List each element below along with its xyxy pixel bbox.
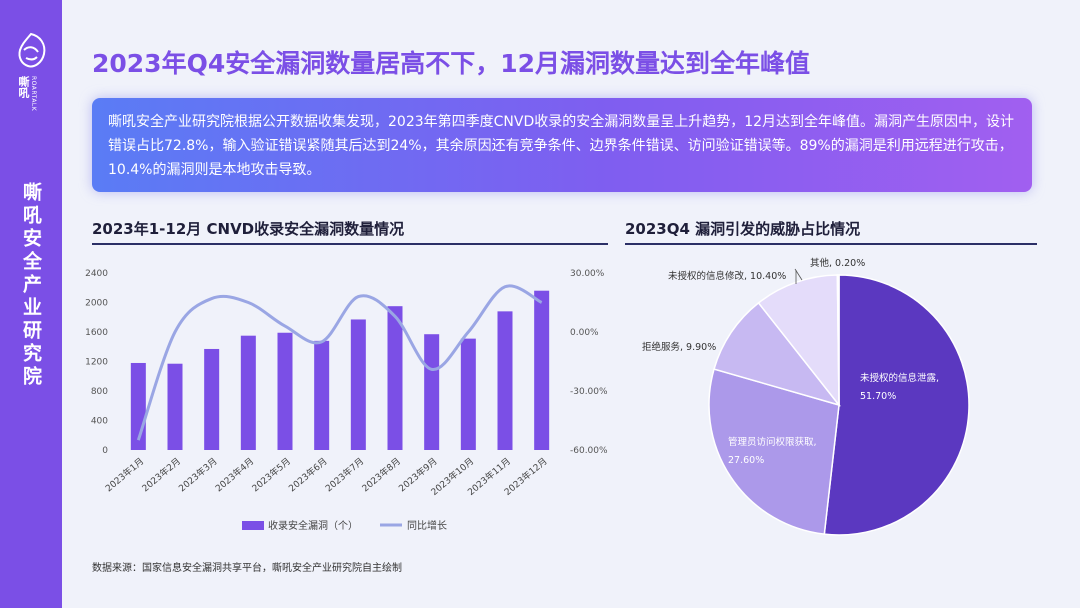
pie-slice-value: 27.60% <box>728 455 764 466</box>
bar <box>240 335 256 450</box>
pie-slice-value: 51.70% <box>860 391 896 402</box>
legend-bar-label: 收录安全漏洞（个） <box>268 519 358 532</box>
bar <box>424 334 440 450</box>
x-tick-label: 2023年5月 <box>249 455 292 494</box>
data-source-note: 数据来源：国家信息安全漏洞共享平台，嘶吼安全产业研究院自主绘制 <box>92 563 402 574</box>
y-tick-label: 2000 <box>85 299 108 309</box>
pie-slice <box>713 301 842 407</box>
lion-logo-icon <box>18 32 46 68</box>
x-tick-label: 2023年2月 <box>139 455 182 494</box>
pie-chart-title: 2023Q4 漏洞引发的威胁占比情况 <box>625 220 861 238</box>
y2-tick-label: 30.00% <box>570 269 605 279</box>
pie-slice-label: 管理员访问权限获取, <box>728 436 817 448</box>
logo-chinese-text: 嘶吼 <box>17 76 30 98</box>
legend-bar-swatch <box>242 521 264 530</box>
pie-slice-label: 其他, 0.20% <box>810 257 865 269</box>
summary-box: 嘶吼安全产业研究院根据公开数据收集发现，2023年第四季度CNVD收录的安全漏洞… <box>92 98 1032 192</box>
pie-chart: 未授权的信息泄露, 51.70% 管理员访问权限获取, 27.60% 拒绝服务, 9.9… <box>642 257 970 536</box>
y-tick-label: 0 <box>102 446 108 456</box>
bar <box>497 311 513 450</box>
bar <box>167 363 183 450</box>
y-tick-label: 800 <box>91 387 108 397</box>
pie-slice-label: 未授权的信息泄露, <box>860 372 939 384</box>
pie-slice-label: 拒绝服务, 9.90% <box>642 341 716 353</box>
pie-slice <box>836 274 840 406</box>
y-tick-label: 2400 <box>85 269 108 279</box>
bar <box>350 319 366 450</box>
logo-english-text: ROARTALK <box>30 76 37 112</box>
y2-tick-label: -30.00% <box>570 387 608 397</box>
y2-tick-label: -60.00% <box>570 446 608 456</box>
bar-chart-title: 2023年1-12月 CNVD收录安全漏洞数量情况 <box>92 220 405 238</box>
x-tick-label: 2023年8月 <box>359 455 402 494</box>
x-tick-label: 2023年3月 <box>176 455 219 494</box>
bar <box>314 340 330 450</box>
pie-slice <box>823 274 970 536</box>
y-tick-label: 400 <box>91 417 108 427</box>
page-title: 2023年Q4安全漏洞数量居高不下，12月漏洞数量达到全年峰值 <box>92 49 811 78</box>
bar <box>534 290 550 450</box>
pie-slice-label: 未授权的信息修改, 10.40% <box>668 270 786 282</box>
pie-chart-divider <box>625 243 1037 245</box>
x-tick-label: 2023年1月 <box>103 455 146 494</box>
y2-tick-label: 0.00% <box>570 328 599 338</box>
x-tick-label: 2023年7月 <box>323 455 366 494</box>
sidebar-title: 嘶吼安全产业研究院 <box>20 182 42 389</box>
sidebar: 嘶吼 ROARTALK 嘶吼安全产业研究院 <box>0 0 62 608</box>
y-tick-label: 1600 <box>85 328 108 338</box>
combo-chart: 0 400 800 1200 1600 2000 2400 -60.00% -30.00% 0.0… <box>85 269 608 532</box>
legend-line-label: 同比增长 <box>407 519 447 532</box>
bar <box>387 306 403 450</box>
bar <box>277 332 293 450</box>
bar-chart-divider <box>92 243 608 245</box>
x-tick-label: 2023年4月 <box>213 455 256 494</box>
y-tick-label: 1200 <box>85 358 108 368</box>
roartalk-logo <box>10 30 52 130</box>
growth-line <box>136 284 543 441</box>
summary-text: 嘶吼安全产业研究院根据公开数据收集发现，2023年第四季度CNVD收录的安全漏洞… <box>108 114 1015 178</box>
pie-slice <box>708 368 840 535</box>
bar <box>460 338 476 450</box>
x-tick-label: 2023年6月 <box>286 455 329 494</box>
bar <box>204 348 220 450</box>
